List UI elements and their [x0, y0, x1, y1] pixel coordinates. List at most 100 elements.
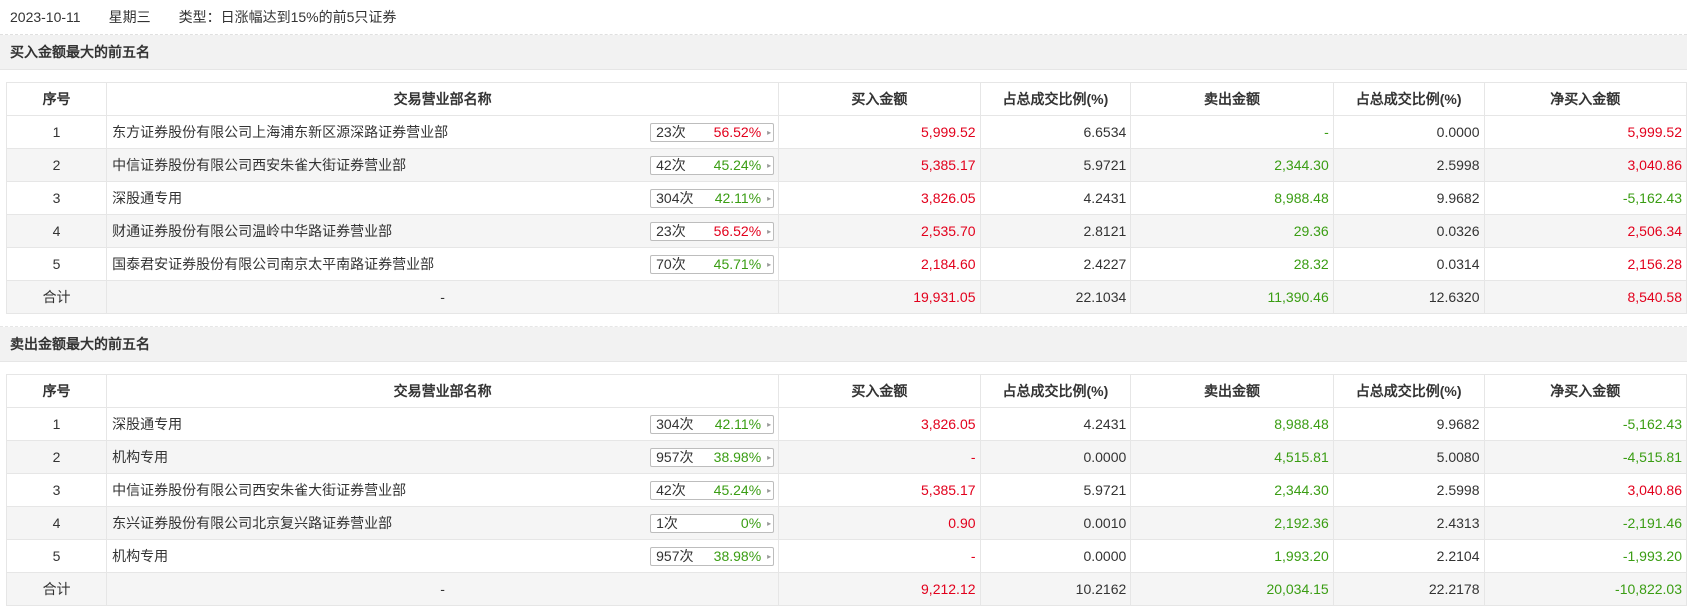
listing-count: 304次 [656, 416, 694, 432]
sell-ratio: 2.5998 [1332, 473, 1485, 507]
broker-name-link[interactable]: 机构专用 [112, 548, 169, 564]
triangle-right-icon: ▸ [767, 160, 772, 170]
listing-count: 42次 [656, 157, 686, 173]
buy-ratio: 4.2431 [979, 407, 1132, 441]
broker-stats-button[interactable]: 957次 38.98% ▸ [650, 546, 775, 566]
sell-ratio: 5.0080 [1332, 440, 1485, 474]
buy-amount: 5,385.17 [778, 148, 981, 182]
broker-stats-button[interactable]: 70次 45.71% ▸ [650, 254, 775, 274]
sell-top5-table: 序号 交易营业部名称 买入金额 占总成交比例(%) 卖出金额 占总成交比例(%) 净买入金额… [5, 374, 1687, 606]
total-row: 合计 -9,212.12 10.2162 20,034.15 22.2178 -10,82… [5, 572, 1687, 606]
buy-amount: - [778, 539, 981, 573]
total-sell-ratio: 12.6320 [1332, 280, 1485, 314]
broker-stats-button[interactable]: 23次 56.52% ▸ [650, 122, 775, 142]
row-index: 5 [5, 247, 108, 281]
broker-stats-button[interactable]: 304次 42.11% ▸ [650, 188, 775, 208]
broker-stats-button[interactable]: 42次 45.24% ▸ [650, 480, 775, 500]
broker-name-link[interactable]: 中信证券股份有限公司西安朱雀大街证券营业部 [112, 157, 407, 173]
col-header-broker: 交易营业部名称 [106, 374, 780, 408]
total-sell-ratio: 22.2178 [1332, 572, 1485, 606]
buy-top5-table: 序号 交易营业部名称 买入金额 占总成交比例(%) 卖出金额 占总成交比例(%) 净买入金额… [5, 82, 1687, 314]
broker-name-link[interactable]: 机构专用 [112, 449, 169, 465]
broker-stats-button[interactable]: 42次 45.24% ▸ [650, 155, 775, 175]
triangle-right-icon: ▸ [767, 193, 772, 203]
broker-stats-button[interactable]: 304次 42.11% ▸ [650, 414, 775, 434]
broker-name-link[interactable]: 深股通专用 [112, 416, 183, 432]
col-header-net: 净买入金额 [1483, 82, 1687, 116]
listing-count: 23次 [656, 223, 686, 239]
win-rate: 42.11% [714, 190, 762, 206]
listing-count: 304次 [656, 190, 694, 206]
listing-count: 23次 [656, 124, 686, 140]
buy-ratio: 6.6534 [979, 115, 1132, 149]
table-row: 5 国泰君安证券股份有限公司南京太平南路证券营业部 70次 45.71% ▸ 2,184.… [5, 247, 1687, 281]
sell-amount: 2,344.30 [1130, 473, 1334, 507]
broker-name-link[interactable]: 中信证券股份有限公司西安朱雀大街证券营业部 [112, 482, 407, 498]
broker-name-link[interactable]: 国泰君安证券股份有限公司南京太平南路证券营业部 [112, 256, 435, 272]
win-rate: 42.11% [714, 416, 762, 432]
sell-ratio: 2.4313 [1332, 506, 1485, 540]
sell-amount: 2,192.36 [1130, 506, 1334, 540]
table-row: 2 机构专用 957次 38.98% ▸ -0.0000 4,515.81 5.0080 -4,… [5, 440, 1687, 474]
row-index: 1 [5, 407, 108, 441]
broker-name-link[interactable]: 东方证券股份有限公司上海浦东新区源深路证券营业部 [112, 124, 449, 140]
sell-amount: 4,515.81 [1130, 440, 1334, 474]
total-buy-amount: 9,212.12 [778, 572, 981, 606]
triangle-right-icon: ▸ [767, 419, 772, 429]
broker-stats-button[interactable]: 957次 38.98% ▸ [650, 447, 775, 467]
buy-ratio: 0.0010 [979, 506, 1132, 540]
weekday: 星期三 [108, 9, 151, 25]
triangle-right-icon: ▸ [767, 551, 772, 561]
table-row: 1 深股通专用 304次 42.11% ▸ 3,826.05 4.2431 8,988.48 9… [5, 407, 1687, 441]
broker-name-link[interactable]: 深股通专用 [112, 190, 183, 206]
buy-ratio: 2.4227 [979, 247, 1132, 281]
listing-count: 957次 [656, 548, 694, 564]
total-name: - [106, 572, 780, 606]
col-header-buy-ratio: 占总成交比例(%) [979, 82, 1132, 116]
net-buy-amount: 5,999.52 [1483, 115, 1687, 149]
net-buy-amount: 3,040.86 [1483, 473, 1687, 507]
col-header-net: 净买入金额 [1483, 374, 1687, 408]
sell-amount: 2,344.30 [1130, 148, 1334, 182]
win-rate: 38.98% [713, 548, 762, 564]
buy-ratio: 0.0000 [979, 440, 1132, 474]
total-net-buy: 8,540.58 [1483, 280, 1687, 314]
row-index: 5 [5, 539, 108, 573]
row-index: 3 [5, 473, 108, 507]
total-sell-amount: 11,390.46 [1130, 280, 1334, 314]
total-buy-ratio: 10.2162 [979, 572, 1132, 606]
triangle-right-icon: ▸ [767, 226, 772, 236]
buy-ratio: 5.9721 [979, 473, 1132, 507]
buy-amount: 2,184.60 [778, 247, 981, 281]
buy-ratio: 4.2431 [979, 181, 1132, 215]
total-buy-amount: 19,931.05 [778, 280, 981, 314]
list-type-label: 类型：日涨幅达到15%的前5只证券 [178, 9, 397, 25]
win-rate: 56.52% [713, 223, 762, 239]
trade-date: 2023-10-11 [10, 9, 81, 25]
buy-amount: - [778, 440, 981, 474]
broker-name-link[interactable]: 财通证券股份有限公司温岭中华路证券营业部 [112, 223, 393, 239]
table-row: 5 机构专用 957次 38.98% ▸ -0.0000 1,993.20 2.2104 -1,… [5, 539, 1687, 573]
row-index: 4 [5, 506, 108, 540]
triangle-right-icon: ▸ [767, 518, 772, 528]
sell-ratio: 9.9682 [1332, 181, 1485, 215]
net-buy-amount: -5,162.43 [1483, 407, 1687, 441]
net-buy-amount: -2,191.46 [1483, 506, 1687, 540]
col-header-buy-ratio: 占总成交比例(%) [979, 374, 1132, 408]
table-row: 2 中信证券股份有限公司西安朱雀大街证券营业部 42次 45.24% ▸ 5,385.17… [5, 148, 1687, 182]
row-index: 2 [5, 440, 108, 474]
listing-count: 1次 [656, 515, 678, 531]
info-bar: 2023-10-11 星期三 类型：日涨幅达到15%的前5只证券 [0, 0, 1687, 35]
win-rate: 56.52% [713, 124, 762, 140]
sell-ratio: 0.0000 [1332, 115, 1485, 149]
win-rate: 45.71% [713, 256, 762, 272]
total-label: 合计 [5, 572, 108, 606]
total-row: 合计 -19,931.05 22.1034 11,390.46 12.6320 8,540… [5, 280, 1687, 314]
broker-stats-button[interactable]: 1次 0% ▸ [650, 513, 775, 533]
sell-amount: 8,988.48 [1130, 181, 1334, 215]
total-buy-ratio: 22.1034 [979, 280, 1132, 314]
buy-amount: 5,999.52 [778, 115, 981, 149]
broker-name-link[interactable]: 东兴证券股份有限公司北京复兴路证券营业部 [112, 515, 393, 531]
broker-stats-button[interactable]: 23次 56.52% ▸ [650, 221, 775, 241]
sell-amount: - [1130, 115, 1334, 149]
